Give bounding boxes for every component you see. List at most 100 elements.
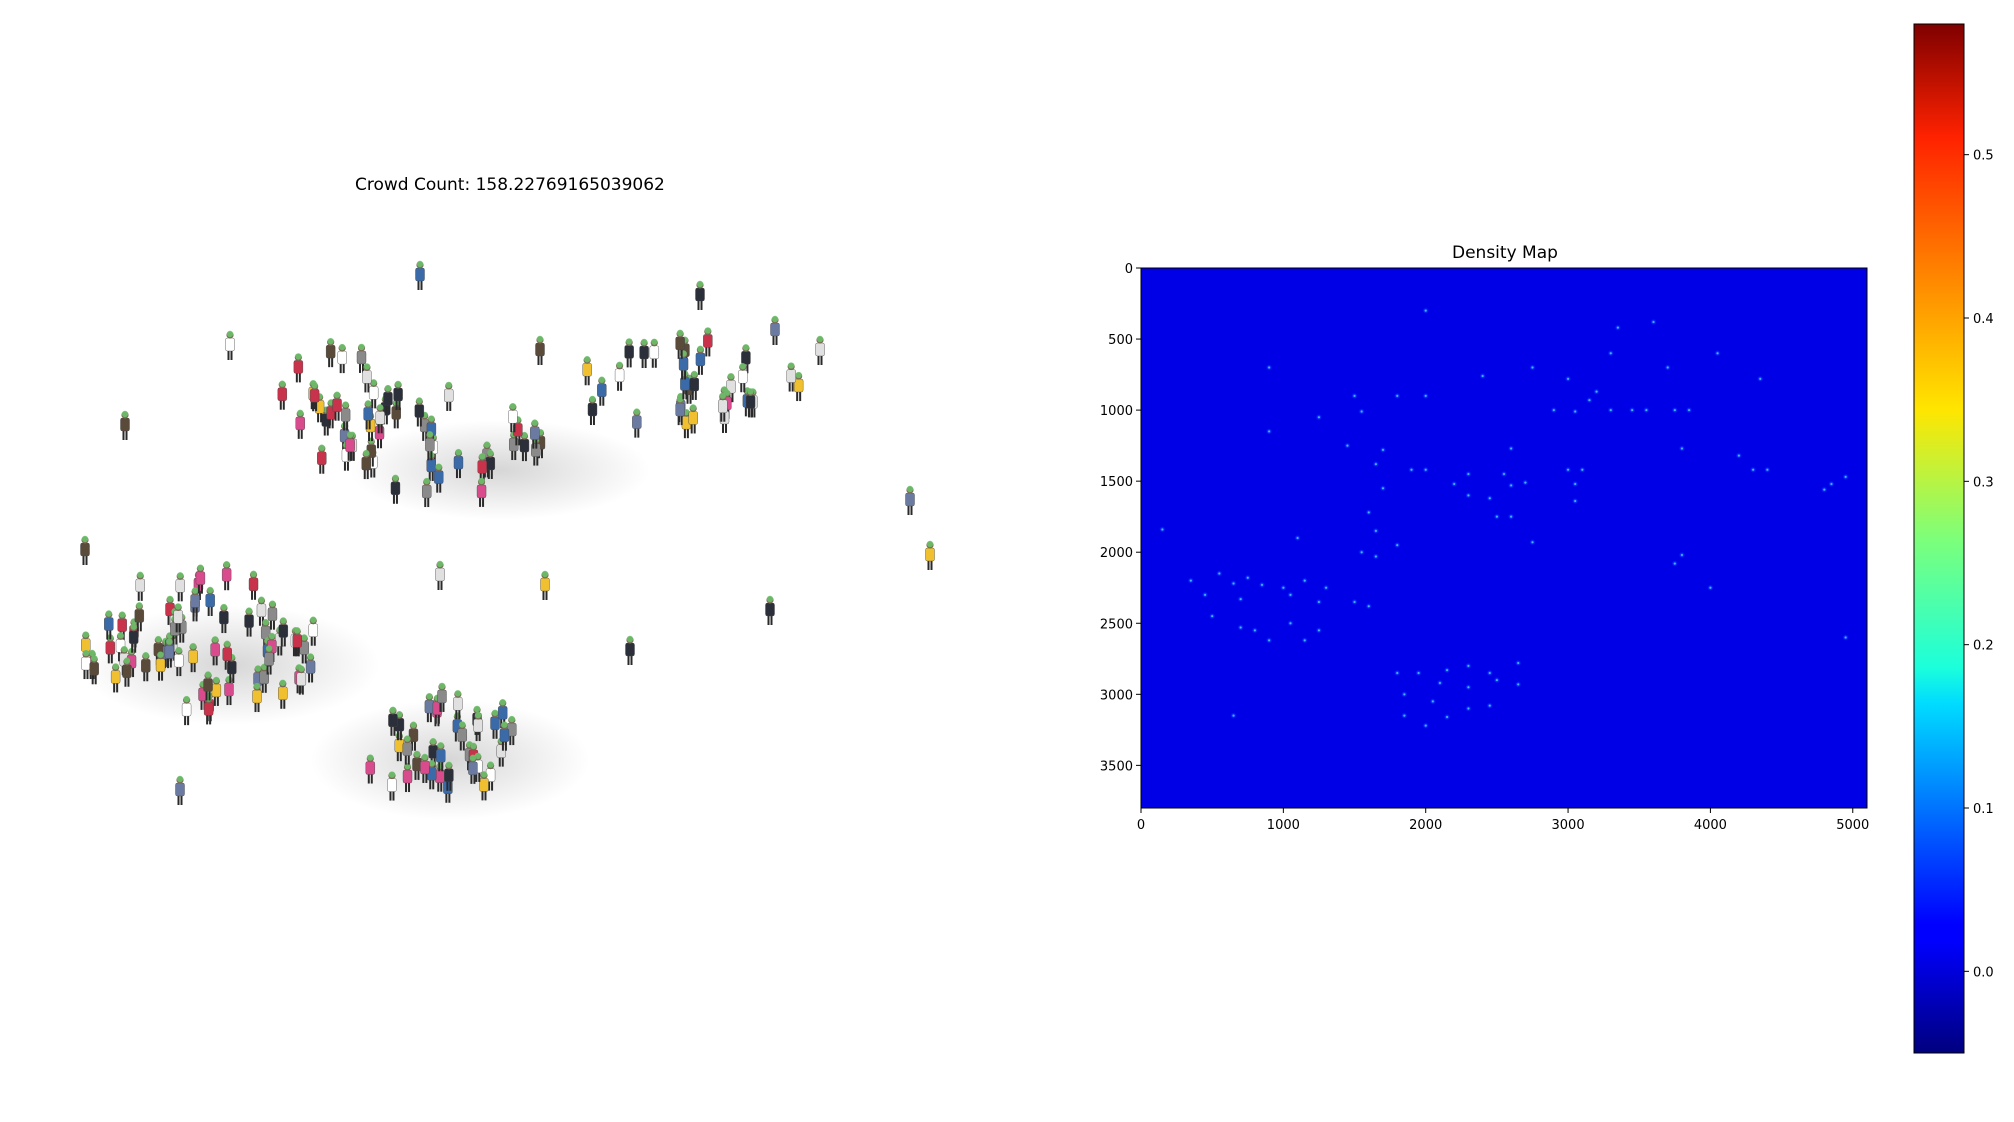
y-tick-label: 2000 <box>1100 546 1133 561</box>
head-detection-marker <box>279 679 287 686</box>
density-spot-core <box>1495 515 1498 518</box>
density-spot-core <box>1246 576 1249 579</box>
density-spot-core <box>1317 416 1320 419</box>
density-spot-core <box>1481 375 1484 377</box>
person-figure <box>485 449 496 479</box>
person-figure <box>205 586 215 616</box>
density-spot-core <box>1467 494 1470 497</box>
density-spot-core <box>1282 586 1285 589</box>
head-detection-marker <box>795 371 802 379</box>
person-figure <box>175 775 185 805</box>
density-spot-core <box>1574 410 1577 413</box>
person-figure <box>479 771 489 801</box>
density-spot-core <box>1488 672 1491 674</box>
head-detection-marker <box>474 711 482 719</box>
head-detection-marker <box>105 610 112 617</box>
person-figure <box>173 603 183 633</box>
head-detection-marker <box>358 343 365 351</box>
person-figure <box>434 463 444 493</box>
heatmap-frame <box>1140 267 1868 809</box>
head-detection-marker <box>245 607 253 614</box>
head-detection-marker <box>392 474 399 481</box>
head-detection-marker <box>536 335 544 343</box>
density-spot-core <box>1616 326 1619 329</box>
person-figure <box>361 449 371 480</box>
head-detection-marker <box>130 623 137 630</box>
density-spot-core <box>1431 700 1434 703</box>
heatmap-axes: 0 1000 2000 3000 4000 5000 0 500 1000 1500 2000 250… <box>1100 262 1869 833</box>
head-detection-marker <box>297 409 304 417</box>
person-figure <box>278 679 288 709</box>
person-figure <box>625 635 635 665</box>
head-detection-marker <box>423 477 430 485</box>
head-detection-marker <box>166 595 174 603</box>
density-spot-core <box>1453 483 1456 485</box>
person-figure <box>345 431 355 461</box>
density-spot-core <box>1424 394 1427 397</box>
person-figure <box>587 395 598 426</box>
density-spot-core <box>1396 544 1399 547</box>
person-figure <box>259 663 269 693</box>
person-figure <box>332 391 342 421</box>
head-detection-marker <box>206 586 214 594</box>
density-spot-core <box>1446 669 1449 672</box>
head-detection-marker <box>459 721 466 728</box>
person-figure <box>457 721 467 751</box>
person-figure <box>105 634 115 664</box>
density-spot-core <box>1317 629 1320 632</box>
person-figure <box>477 453 487 483</box>
density-spot-core <box>1303 579 1306 582</box>
head-detection-marker <box>253 682 261 690</box>
density-spot-core <box>1204 593 1207 596</box>
person-figure <box>718 392 728 422</box>
person-figure <box>695 345 706 375</box>
colorbar-ticks: 0.0 0.1 0.2 0.3 0.4 0.5 <box>1964 149 1994 980</box>
head-detection-marker <box>676 329 684 337</box>
head-detection-marker <box>410 721 417 728</box>
head-detection-marker <box>771 315 779 323</box>
person-figure <box>632 408 642 438</box>
head-detection-marker <box>413 750 421 758</box>
density-spot-core <box>1239 598 1242 601</box>
head-detection-marker <box>437 742 444 749</box>
person-figure <box>135 571 145 601</box>
head-detection-marker <box>269 600 276 607</box>
head-detection-marker <box>363 449 370 457</box>
head-detection-marker <box>295 353 302 360</box>
head-detection-marker <box>279 380 286 387</box>
density-spot-core <box>1645 409 1648 412</box>
head-detection-marker <box>123 657 131 664</box>
colorbar-tick-label: 0.2 <box>1973 639 1994 654</box>
density-spot-core <box>1424 468 1427 471</box>
head-detection-marker <box>435 463 442 470</box>
person-figure <box>738 363 748 393</box>
head-detection-marker <box>338 343 346 351</box>
head-detection-marker <box>445 761 453 768</box>
head-detection-marker <box>142 652 149 659</box>
person-figure <box>390 474 401 504</box>
person-figure <box>473 711 483 742</box>
density-spot-core <box>1631 409 1634 412</box>
crowd-shadow <box>310 700 590 820</box>
person-figure <box>299 634 309 664</box>
person-figure <box>689 370 699 400</box>
density-spot-core <box>1652 321 1655 323</box>
head-detection-marker <box>531 419 539 426</box>
person-figure <box>519 431 530 462</box>
head-detection-marker <box>509 403 517 410</box>
head-detection-marker <box>189 642 197 650</box>
head-detection-marker <box>787 362 795 369</box>
head-detection-marker <box>926 540 934 548</box>
head-detection-marker <box>367 754 374 761</box>
density-spot-core <box>1303 639 1306 642</box>
head-detection-marker <box>311 382 318 389</box>
head-detection-marker <box>483 441 491 448</box>
density-spot-core <box>1261 583 1263 586</box>
person-figure <box>414 397 425 427</box>
colorbar-tick-label: 0.1 <box>1973 802 1994 817</box>
density-spot-core <box>1346 444 1349 447</box>
density-spot-core <box>1609 352 1612 355</box>
person-figure <box>174 646 184 677</box>
head-detection-marker <box>747 388 754 395</box>
density-spot-core <box>1289 593 1292 596</box>
